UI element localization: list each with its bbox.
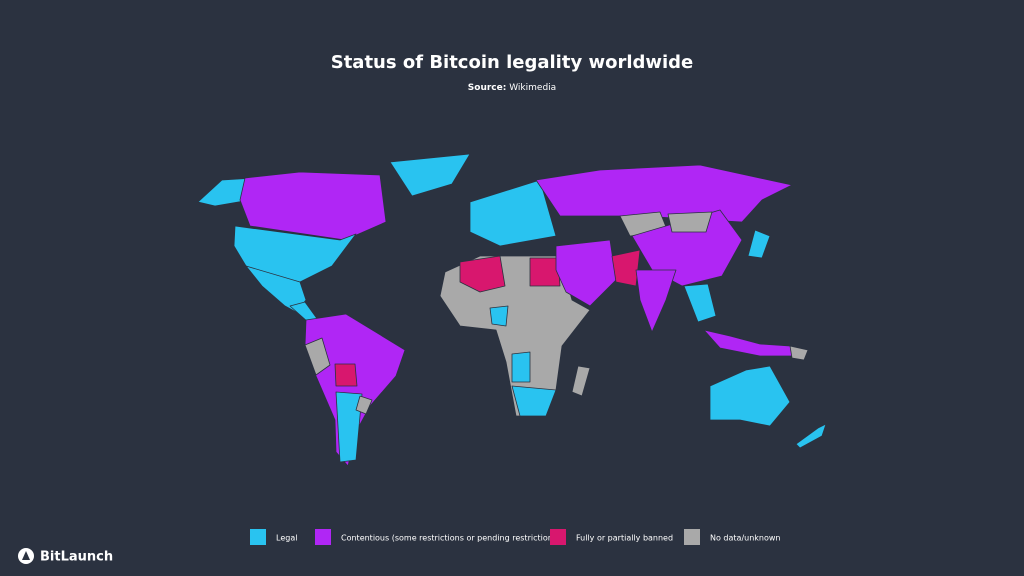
madagascar xyxy=(571,365,591,397)
pakistan xyxy=(611,249,641,287)
legend-swatch xyxy=(550,529,566,545)
brand-icon-mark xyxy=(22,551,30,560)
india xyxy=(635,269,677,333)
mongolia xyxy=(667,211,713,233)
southeast-asia xyxy=(683,283,717,323)
title: Status of Bitcoin legality worldwide xyxy=(331,52,694,73)
europe xyxy=(469,179,557,247)
egypt xyxy=(529,257,561,287)
legend-label: Fully or partially banned xyxy=(576,534,673,543)
source-name: Wikimedia xyxy=(509,83,556,93)
new-zealand xyxy=(795,423,827,449)
legend-label: No data/unknown xyxy=(710,534,781,543)
argentina xyxy=(335,391,363,463)
bolivia xyxy=(334,363,358,387)
legend-swatch xyxy=(684,529,700,545)
middle-east xyxy=(555,239,617,307)
source: Source: Wikimedia xyxy=(468,83,556,93)
australia xyxy=(709,365,791,427)
world-map xyxy=(197,153,827,467)
papua-new-guinea xyxy=(789,345,809,361)
canada xyxy=(239,171,387,241)
brand-name: BitLaunch xyxy=(40,550,113,565)
greenland xyxy=(389,153,471,197)
source-label: Source: xyxy=(468,83,507,93)
brand: BitLaunch xyxy=(18,548,113,565)
namibia xyxy=(511,351,531,383)
japan xyxy=(747,229,771,259)
russia xyxy=(535,164,793,223)
nigeria xyxy=(489,305,509,327)
legend-label: Legal xyxy=(276,534,297,543)
south-africa xyxy=(511,385,557,417)
legend: Legal Contentious (some restrictions or p… xyxy=(250,529,781,545)
algeria xyxy=(459,255,506,293)
legend-swatch xyxy=(315,529,331,545)
peru xyxy=(304,337,331,376)
legend-swatch xyxy=(250,529,266,545)
uruguay xyxy=(355,395,373,415)
legend-label: Contentious (some restrictions or pendin… xyxy=(341,534,560,543)
mexico xyxy=(245,265,307,313)
